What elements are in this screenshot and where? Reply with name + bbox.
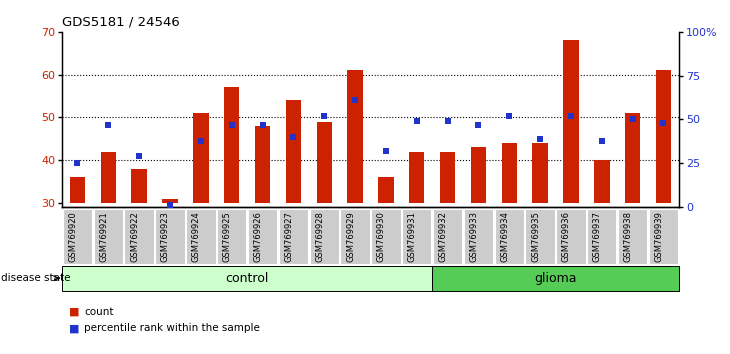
Bar (409, 152, 424, 203)
Bar (564, 40, 579, 203)
Bar (255, 126, 270, 203)
Text: GSM769920: GSM769920 (69, 211, 77, 262)
Bar (502, 143, 517, 203)
Text: GSM769938: GSM769938 (623, 211, 633, 262)
Text: GSM769928: GSM769928 (315, 211, 324, 262)
Bar (285, 100, 301, 203)
Bar (440, 152, 456, 203)
Bar (347, 70, 363, 203)
Bar (656, 70, 671, 203)
Text: GSM769932: GSM769932 (439, 211, 447, 262)
Text: GSM769921: GSM769921 (99, 211, 108, 262)
Text: GSM769925: GSM769925 (223, 211, 231, 262)
Text: control: control (226, 272, 269, 285)
Text: GSM769937: GSM769937 (593, 211, 602, 262)
Bar (162, 199, 177, 203)
Bar (317, 122, 332, 203)
Bar (131, 169, 147, 203)
Text: disease state: disease state (1, 273, 70, 283)
Text: GSM769922: GSM769922 (130, 211, 139, 262)
Text: percentile rank within the sample: percentile rank within the sample (84, 323, 260, 333)
Text: GSM769927: GSM769927 (285, 211, 293, 262)
Text: ■: ■ (69, 307, 80, 316)
Bar (378, 177, 393, 203)
Bar (224, 87, 239, 203)
Bar (471, 147, 486, 203)
Text: GSM769936: GSM769936 (562, 211, 571, 262)
Text: glioma: glioma (534, 272, 577, 285)
Bar (193, 113, 209, 203)
Text: GSM769926: GSM769926 (253, 211, 263, 262)
Text: GDS5181 / 24546: GDS5181 / 24546 (62, 15, 180, 28)
Text: GSM769923: GSM769923 (161, 211, 170, 262)
Text: GSM769931: GSM769931 (408, 211, 417, 262)
Text: GSM769924: GSM769924 (192, 211, 201, 262)
Text: GSM769929: GSM769929 (346, 211, 355, 262)
Text: GSM769930: GSM769930 (377, 211, 386, 262)
Bar (532, 143, 548, 203)
Bar (101, 152, 116, 203)
Text: GSM769935: GSM769935 (531, 211, 540, 262)
Bar (594, 160, 610, 203)
Text: GSM769939: GSM769939 (655, 211, 664, 262)
Text: ■: ■ (69, 323, 80, 333)
Bar (625, 113, 640, 203)
Bar (70, 177, 85, 203)
Text: count: count (84, 307, 113, 316)
Text: GSM769933: GSM769933 (469, 211, 478, 262)
Text: GSM769934: GSM769934 (500, 211, 510, 262)
